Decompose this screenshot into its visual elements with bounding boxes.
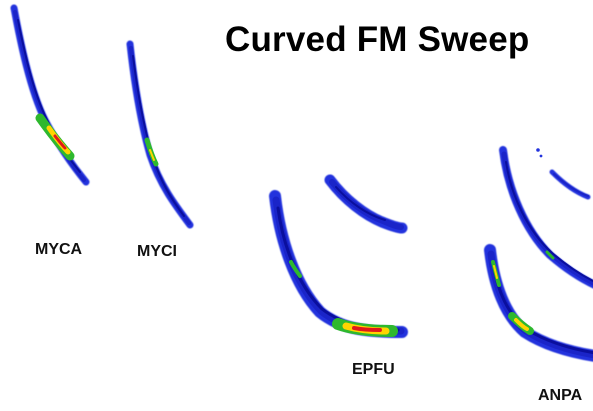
species-label-myci: MYCI xyxy=(137,243,177,260)
sweep-myca xyxy=(10,4,90,186)
species-label-anpa: ANPA xyxy=(538,387,583,404)
figure-title: Curved FM Sweep xyxy=(225,20,530,59)
species-label-myca: MYCA xyxy=(35,241,83,258)
sweep-anpa-lower xyxy=(484,244,593,362)
sweep-myci xyxy=(126,40,194,229)
sweep-anpa-upper xyxy=(499,146,593,289)
species-label-epfu: EPFU xyxy=(352,361,395,378)
sweep-epfu-upper xyxy=(324,174,408,234)
sweep-epfu-lower xyxy=(269,190,408,338)
